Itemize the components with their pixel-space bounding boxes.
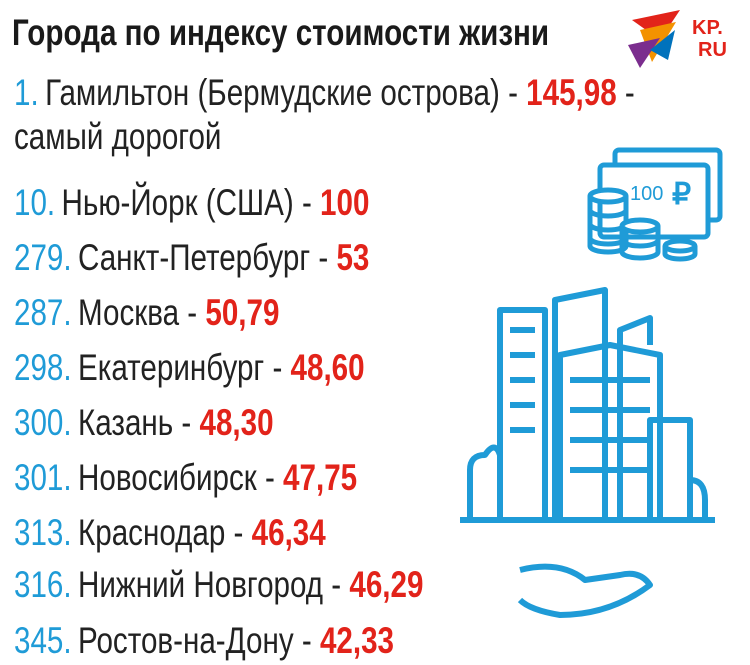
index-value: 46,29 [349,564,424,605]
index-value: 53 [336,237,370,278]
city: Нью-Йорк (США) - [61,182,312,223]
list-item: 300. Казань - 48,30 [14,402,274,444]
banknote-text: ₽ [672,178,691,211]
list-item: 287. Москва - 50,79 [14,292,279,334]
index-value: 50,79 [205,292,280,333]
banknote-text: 100 [630,183,663,205]
rank: 300. [14,402,72,443]
list-item: 10. Нью-Йорк (США) - 100 [14,182,369,224]
logo: KP. RU [628,10,727,68]
hand-icon [517,563,653,618]
list-item: 313. Краснодар - 46,34 [14,512,326,554]
city: Москва - [78,292,198,333]
city: Ростов-на-Дону - [78,620,312,661]
list-item: 345. Ростов-на-Дону - 42,33 [14,620,394,662]
rank: 1. [14,72,39,113]
rank: 345. [14,620,72,661]
city: Нижний Новгород - [78,564,342,605]
index-value: 48,30 [199,402,274,443]
city: Санкт-Петербург - [78,237,329,278]
city: Краснодар - [78,512,244,553]
index-value: 42,33 [319,620,395,661]
rank: 287. [14,292,72,333]
note: самый дорогой [14,116,222,157]
list-item: 301. Новосибирск - 47,75 [14,457,357,499]
rank: 298. [14,347,72,388]
index-value: 46,34 [251,512,326,553]
city: Казань - [78,402,192,443]
rank: 10. [14,182,56,223]
index-value: 145,98 [526,72,617,113]
list-item: 316. Нижний Новгород - 46,29 [14,564,423,606]
list-item: 279. Санкт-Петербург - 53 [14,237,369,279]
rank: 313. [14,512,72,553]
rank: 301. [14,457,72,498]
buildings-icon [460,287,715,523]
rank: 279. [14,237,72,278]
logo-text: RU [698,39,727,61]
list-item: 298. Екатеринбург - 48,60 [14,347,365,389]
index-value: 100 [320,182,370,223]
rank: 316. [14,564,72,605]
separator: - [624,72,635,113]
city: Екатеринбург - [78,347,283,388]
title: Города по индексу стоимости жизни [12,12,550,53]
money-icon [587,147,723,262]
index-value: 48,60 [290,347,365,388]
index-value: 47,75 [283,457,358,498]
city: Гамильтон (Бермудские острова) - [45,72,518,113]
city: Новосибирск - [78,457,275,498]
logo-text: KP. [692,17,723,39]
list-item: 1. Гамильтон (Бермудские острова) - 145,9… [14,72,635,114]
